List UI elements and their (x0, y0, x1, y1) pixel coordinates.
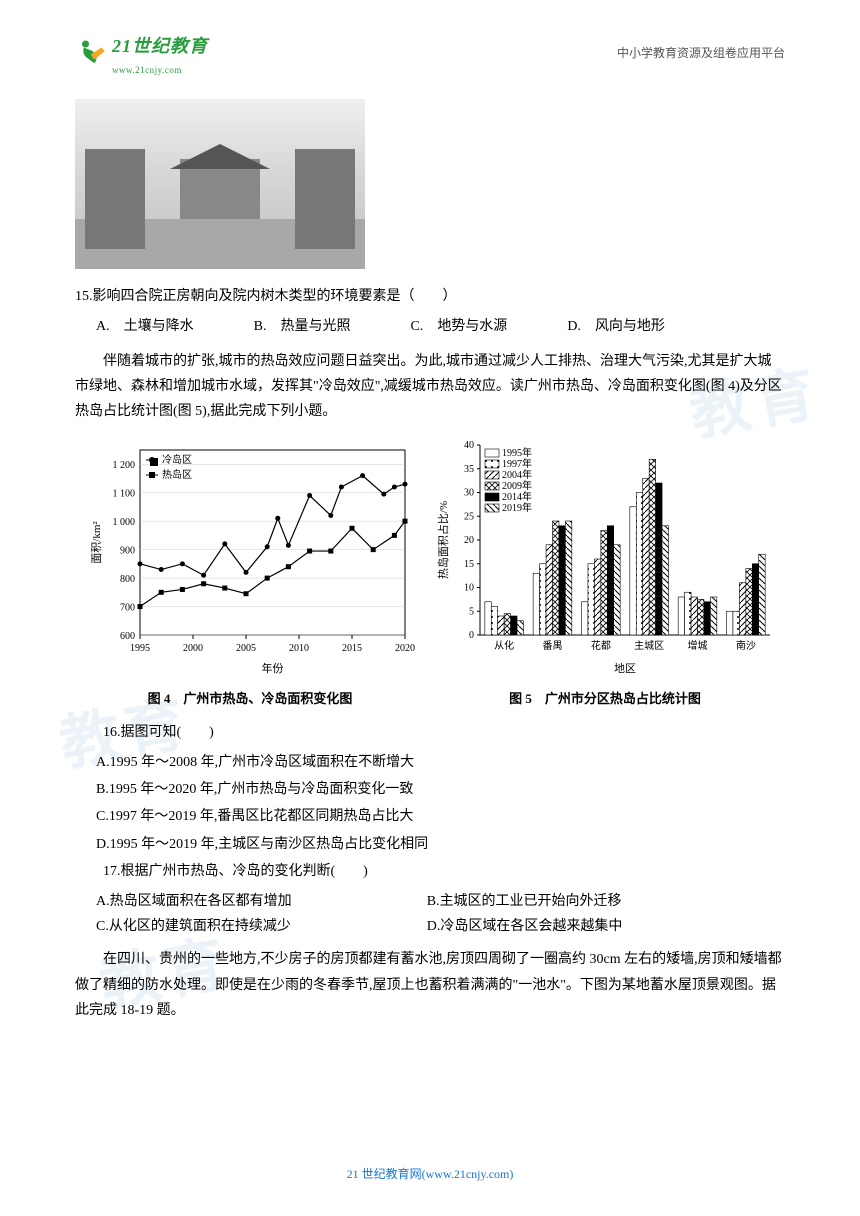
q17-row1: A.热岛区域面积在各区都有增加 B.主城区的工业已开始向外迁移 (75, 889, 785, 914)
svg-text:2004年: 2004年 (502, 468, 532, 481)
logo: 21世纪教育 www.21cnjy.com (75, 30, 208, 79)
q17-option-d[interactable]: D.冷岛区域在各区会越来越集中 (427, 914, 758, 939)
logo-icon (75, 37, 110, 72)
svg-text:30: 30 (464, 487, 474, 498)
svg-text:0: 0 (469, 630, 474, 641)
svg-text:2020: 2020 (395, 643, 415, 654)
svg-text:25: 25 (464, 511, 474, 522)
svg-text:面积/km²: 面积/km² (90, 520, 103, 563)
q17-row2: C.从化区的建筑面积在持续减少 D.冷岛区域在各区会越来越集中 (75, 914, 785, 939)
svg-text:900: 900 (120, 545, 135, 556)
svg-text:1997年: 1997年 (502, 457, 532, 470)
page-header: 21世纪教育 www.21cnjy.com 中小学教育资源及组卷应用平台 (75, 30, 785, 79)
q17-option-b[interactable]: B.主城区的工业已开始向外迁移 (427, 889, 758, 914)
svg-text:南沙: 南沙 (736, 639, 756, 652)
svg-text:1 200: 1 200 (113, 460, 136, 471)
svg-text:地区: 地区 (614, 662, 636, 675)
q16-option-a[interactable]: A.1995 年～2008 年,广州市冷岛区域面积在不断增大 (96, 750, 785, 775)
q16-stem: 16.据图可知( ) (75, 720, 785, 745)
svg-text:35: 35 (464, 463, 474, 474)
q16-option-b[interactable]: B.1995 年～2020 年,广州市热岛与冷岛面积变化一致 (96, 777, 785, 802)
q17-stem: 17.根据广州市热岛、冷岛的变化判断( ) (75, 859, 785, 884)
svg-text:2000: 2000 (183, 643, 203, 654)
logo-text-cn: 21世纪教育 (112, 30, 208, 62)
svg-text:1 000: 1 000 (113, 517, 136, 528)
q16-option-c[interactable]: C.1997 年～2019 年,番禺区比花都区同期热岛占比大 (96, 804, 785, 829)
q17-option-a[interactable]: A.热岛区域面积在各区都有增加 (96, 889, 427, 914)
svg-text:1995年: 1995年 (502, 446, 532, 459)
svg-text:800: 800 (120, 574, 135, 585)
logo-text-url: www.21cnjy.com (112, 62, 208, 78)
svg-text:1995: 1995 (130, 643, 150, 654)
svg-text:600: 600 (120, 631, 135, 642)
q15-stem: 15.影响四合院正房朝向及院内树木类型的环境要素是（ ） (75, 284, 785, 309)
chart-line-area: 600 700 800 900 1 000 1 100 1 200 1995 2000 2005 2… (85, 440, 415, 680)
svg-text:15: 15 (464, 558, 474, 569)
svg-text:700: 700 (120, 602, 135, 613)
q15-option-d[interactable]: D. 风向与地形 (567, 314, 665, 339)
svg-text:番禺: 番禺 (543, 640, 563, 652)
svg-text:增城: 增城 (688, 639, 708, 652)
q15-option-a[interactable]: A. 土壤与降水 (96, 314, 194, 339)
svg-text:2005: 2005 (236, 643, 256, 654)
passage-1: 伴随着城市的扩张,城市的热岛效应问题日益突出。为此,城市通过减少人工排热、治理大… (75, 349, 785, 425)
svg-text:1 100: 1 100 (113, 488, 136, 499)
page-footer: 21 世纪教育网(www.21cnjy.com) (0, 1164, 860, 1186)
svg-text:2010: 2010 (289, 643, 309, 654)
svg-text:10: 10 (464, 582, 474, 593)
svg-text:2009年: 2009年 (502, 479, 532, 492)
svg-text:热岛面积占比/%: 热岛面积占比/% (436, 500, 450, 578)
passage-2: 在四川、贵州的一些地方,不少房子的房顶都建有蓄水池,房顶四周砌了一圈高约 30c… (75, 947, 785, 1023)
svg-text:2019年: 2019年 (502, 501, 532, 514)
q16-option-d[interactable]: D.1995 年～2019 年,主城区与南沙区热岛占比变化相同 (96, 832, 785, 857)
header-right-text: 中小学教育资源及组卷应用平台 (617, 43, 785, 65)
svg-text:花都: 花都 (591, 639, 611, 652)
svg-text:主城区: 主城区 (634, 640, 664, 652)
q17-option-c[interactable]: C.从化区的建筑面积在持续减少 (96, 914, 427, 939)
q15-option-c[interactable]: C. 地势与水源 (410, 314, 507, 339)
svg-text:从化: 从化 (494, 639, 514, 652)
svg-text:40: 40 (464, 440, 474, 451)
q15-option-b[interactable]: B. 热量与光照 (254, 314, 351, 339)
chart-left-caption: 图 4 广州市热岛、冷岛面积变化图 (85, 687, 415, 710)
svg-text:年份: 年份 (262, 661, 284, 675)
courtyard-photo (75, 99, 365, 269)
chart-bar-heatisland: 0 5 10 15 20 25 30 35 40 热岛面积占比/% 从化 番禺 花都 主城区 增城 南沙地区 1… (435, 440, 775, 680)
q15-options: A. 土壤与降水 B. 热量与光照 C. 地势与水源 D. 风向与地形 (75, 314, 785, 339)
svg-text:热岛区: 热岛区 (162, 468, 192, 481)
chart-right-caption: 图 5 广州市分区热岛占比统计图 (435, 687, 775, 710)
svg-text:2014年: 2014年 (502, 490, 532, 503)
q16-options: A.1995 年～2008 年,广州市冷岛区域面积在不断增大 B.1995 年～… (75, 750, 785, 857)
svg-text:2015: 2015 (342, 643, 362, 654)
svg-text:冷岛区: 冷岛区 (162, 453, 192, 466)
svg-text:5: 5 (469, 606, 474, 617)
svg-text:20: 20 (464, 535, 474, 546)
